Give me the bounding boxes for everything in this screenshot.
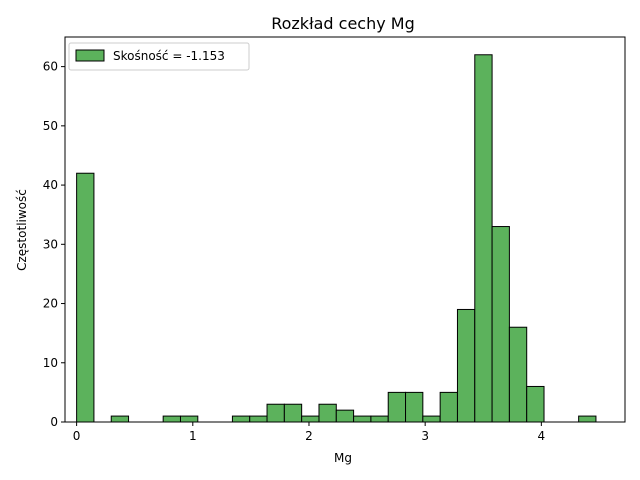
histogram-bar-23 <box>474 54 493 423</box>
histogram-bar-29 <box>578 415 597 423</box>
bars-group <box>76 54 597 423</box>
x-tick-label: 1 <box>189 429 197 443</box>
legend-box <box>68 42 250 71</box>
histogram-bar-21 <box>439 391 458 423</box>
legend: Skośność = -1.153 <box>68 42 250 71</box>
y-tick-label: 50 <box>43 119 58 133</box>
y-tick-label: 20 <box>43 297 58 311</box>
histogram-bar-14 <box>318 403 337 423</box>
histogram-bar-0 <box>76 172 95 423</box>
chart-title: Rozkład cechy Mg <box>271 14 415 33</box>
histogram-bar-18 <box>387 391 407 423</box>
histogram-bar-6 <box>179 415 199 423</box>
histogram-bar-25 <box>508 326 528 423</box>
histogram-bar-22 <box>456 308 476 423</box>
x-tick-label: 0 <box>73 429 81 443</box>
x-tick-label: 4 <box>538 429 546 443</box>
y-tick-label: 10 <box>43 356 58 370</box>
histogram-bar-10 <box>249 415 268 423</box>
y-tick-label: 40 <box>43 178 58 192</box>
histogram-bar-11 <box>266 403 285 423</box>
x-axis: 0 1 2 3 4 <box>73 422 545 443</box>
y-axis-label: Częstotliwość <box>15 189 29 271</box>
histogram-bar-24 <box>491 226 510 423</box>
y-tick-label: 60 <box>43 60 58 74</box>
histogram-bar-26 <box>526 385 545 423</box>
x-tick-label: 3 <box>421 429 429 443</box>
histogram-bar-2 <box>110 415 130 423</box>
histogram-bar-12 <box>283 403 303 423</box>
histogram-bar-5 <box>162 415 181 423</box>
histogram-bar-13 <box>301 415 320 423</box>
histogram-bar-15 <box>335 409 355 423</box>
histogram-bar-17 <box>370 415 389 423</box>
x-tick-label: 2 <box>305 429 313 443</box>
legend-swatch <box>75 49 105 62</box>
histogram-bar-19 <box>405 391 424 423</box>
histogram-bar-16 <box>353 415 372 423</box>
y-tick-label: 30 <box>43 237 58 251</box>
histogram-bar-9 <box>231 415 251 423</box>
y-tick-label: 0 <box>50 415 58 429</box>
plot-frame <box>64 36 626 423</box>
x-axis-label: Mg <box>334 451 352 465</box>
histogram-bar-20 <box>422 415 441 423</box>
y-axis: 0 10 20 30 40 50 60 <box>43 60 65 429</box>
legend-label: Skośność = -1.153 <box>113 49 225 63</box>
